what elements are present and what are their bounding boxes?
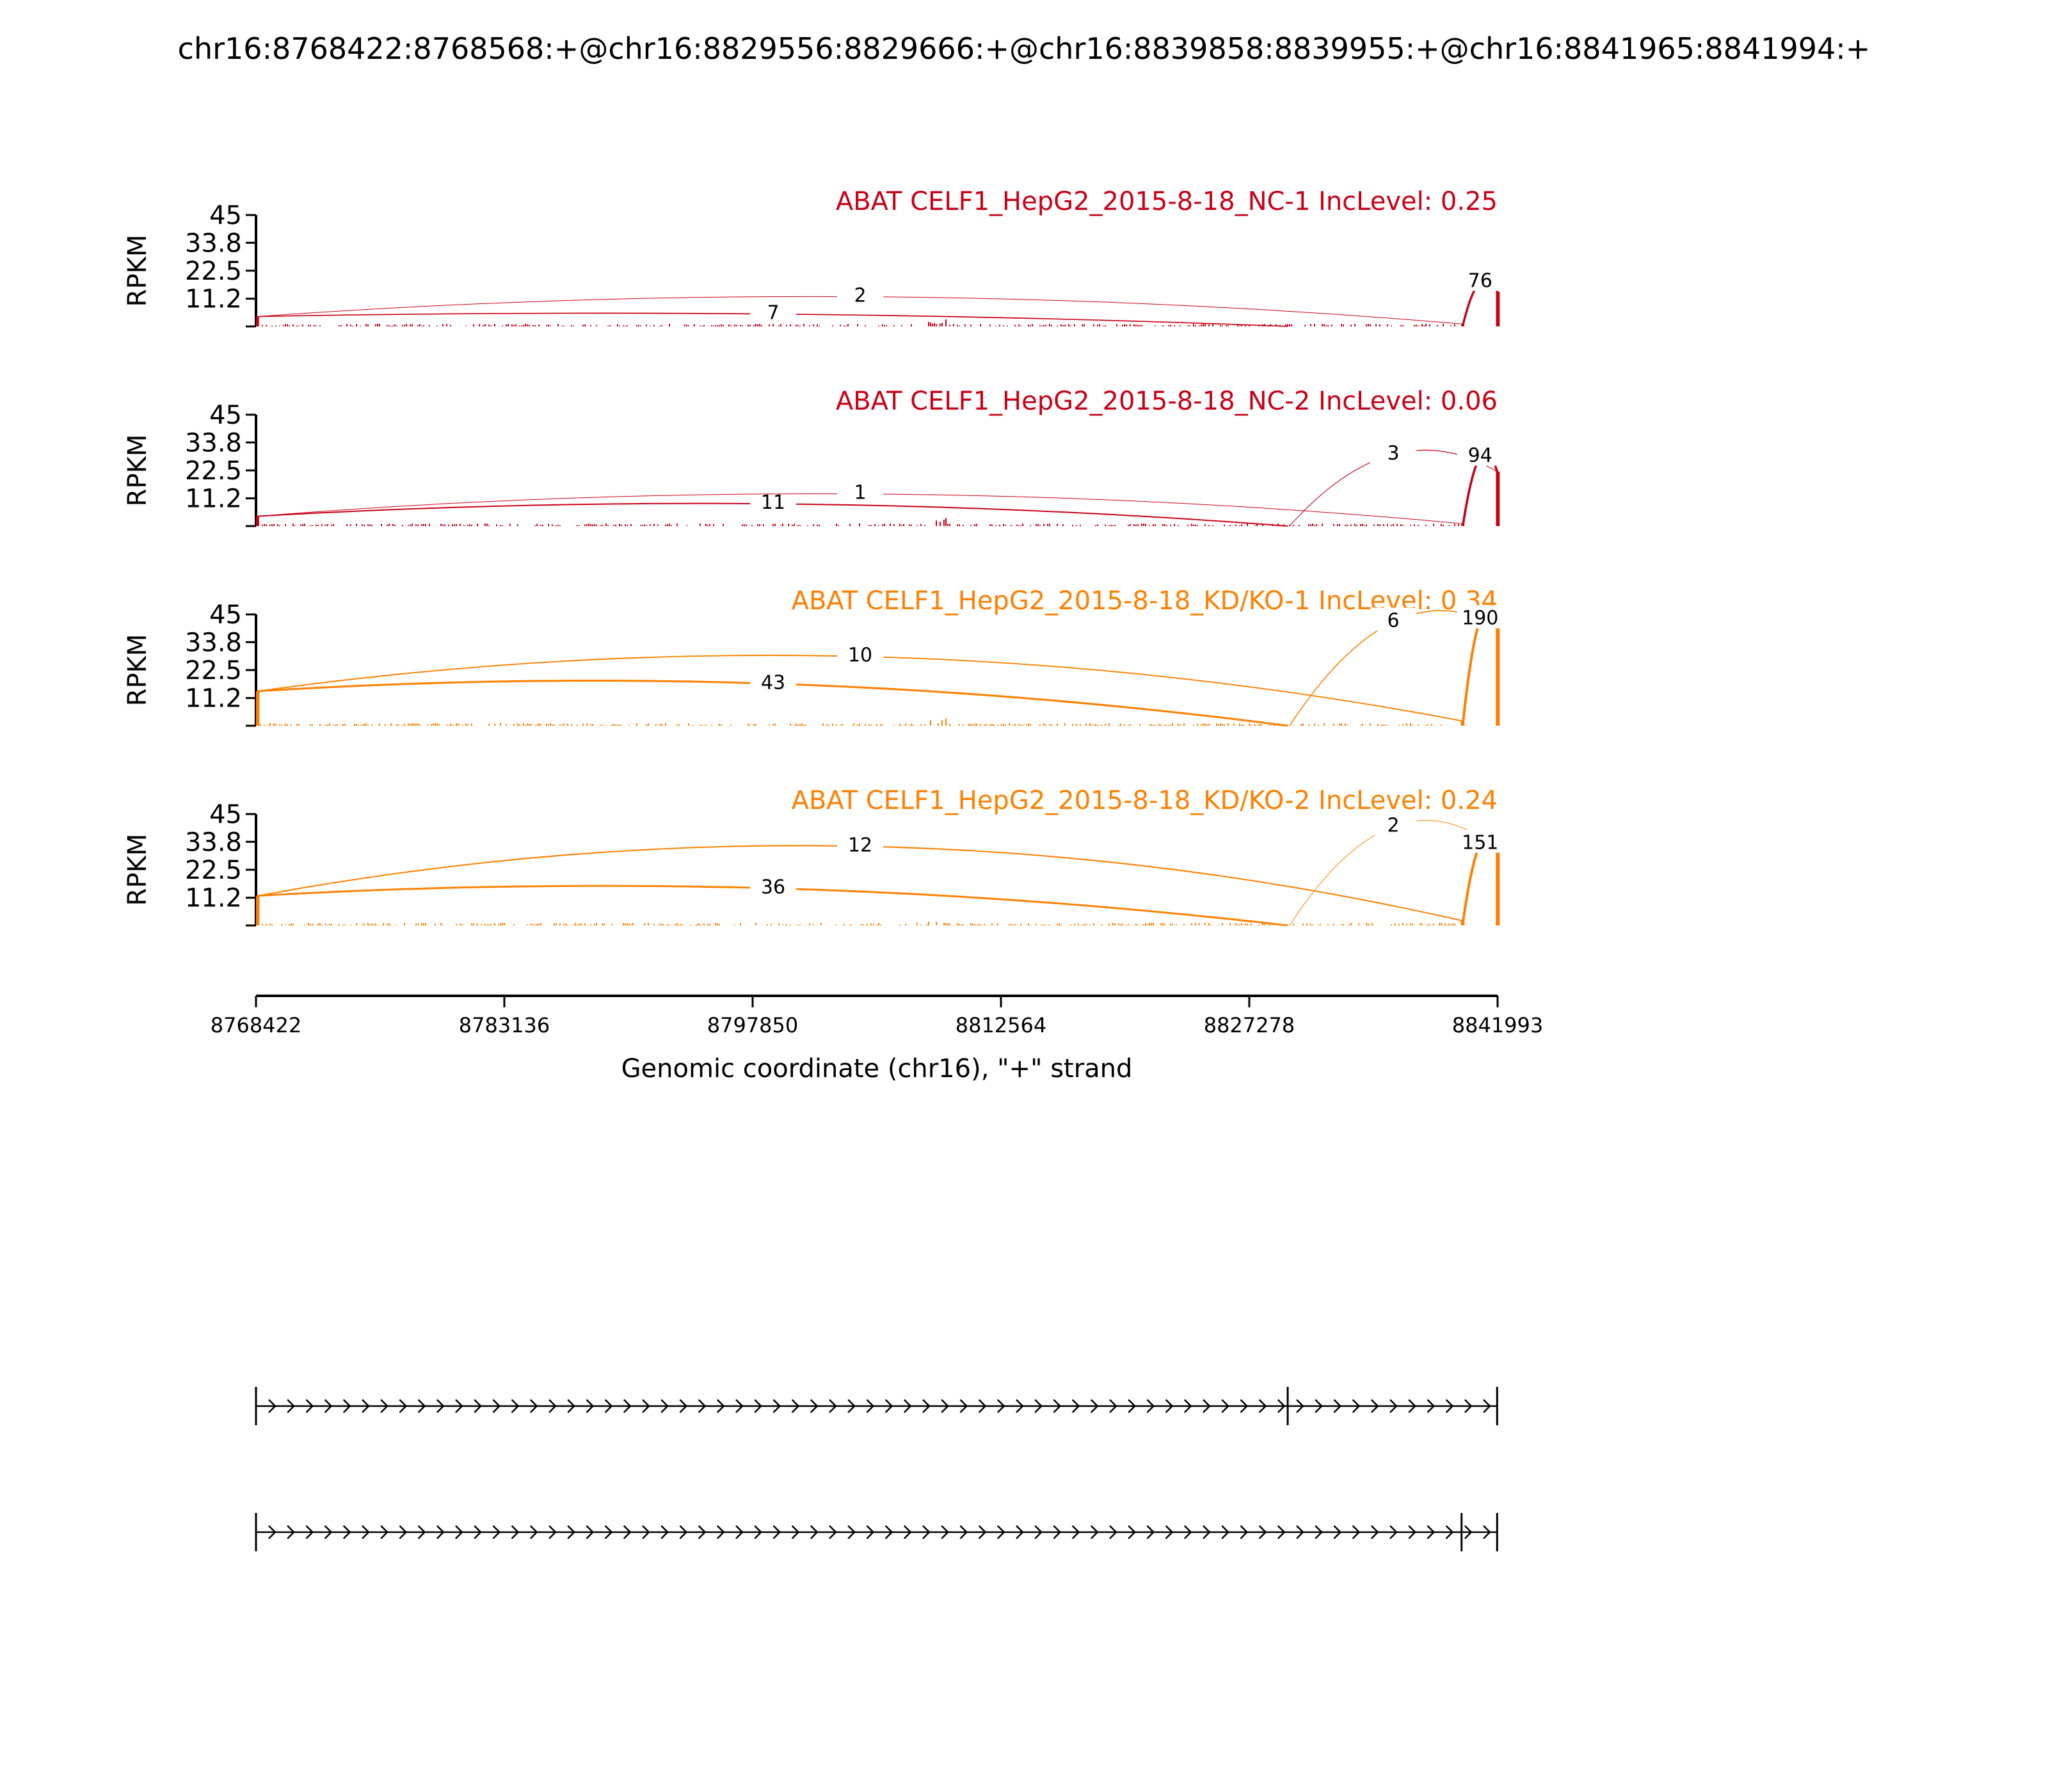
junction-count: 3 [1388, 442, 1400, 465]
isoform-2-track [255, 1513, 1498, 1551]
junction-count-bg [837, 479, 883, 503]
panel-label: ABAT CELF1_HepG2_2015-8-18_NC-2 IncLevel… [836, 387, 1498, 416]
y-tick-label: 33.8 [185, 628, 242, 657]
junction-count-bg [1457, 268, 1503, 291]
junction-count: 1 [854, 482, 866, 504]
junction-count-bg [1457, 605, 1503, 628]
junction-count-bg [1370, 440, 1417, 463]
exon-coverage [1497, 471, 1500, 526]
y-tick-label: 11.2 [185, 684, 242, 714]
y-axis-label: RPKM [123, 235, 152, 307]
junction-count: 190 [1462, 607, 1498, 630]
junction-arc [257, 845, 1462, 925]
junction-count-bg [1370, 812, 1417, 836]
x-tick-label: 8827278 [1204, 1013, 1295, 1037]
y-tick-label: 22.5 [185, 656, 242, 685]
y-tick-label: 33.8 [185, 828, 242, 857]
exon-coverage [1497, 291, 1500, 326]
exon-coverage [256, 516, 259, 526]
junction-count: 151 [1462, 831, 1498, 854]
junction-count-bg [837, 642, 883, 666]
y-axis-label: RPKM [123, 435, 152, 507]
y-tick-label: 22.5 [185, 257, 242, 286]
y-tick-label: 45 [209, 600, 242, 630]
y-tick-label: 11.2 [185, 484, 242, 514]
y-tick-label: 22.5 [185, 456, 242, 486]
panel-label: ABAT CELF1_HepG2_2015-8-18_NC-1 IncLevel… [836, 187, 1498, 216]
junction-count: 12 [848, 834, 872, 856]
coverage-reads [262, 319, 1455, 326]
junction-count-bg [1370, 607, 1417, 631]
strand-arrows [268, 1525, 1491, 1539]
y-axis-label: RPKM [123, 634, 152, 707]
coverage-reads [262, 922, 1455, 925]
y-tick-label: 11.2 [185, 884, 242, 913]
y-tick-label: 33.8 [185, 228, 242, 258]
junction-count-bg [750, 300, 796, 323]
junction-count: 10 [848, 644, 872, 667]
y-tick-label: 45 [209, 201, 242, 230]
x-tick-label: 8812564 [956, 1013, 1047, 1037]
panel-label: ABAT CELF1_HepG2_2015-8-18_KD/KO-2 IncLe… [792, 786, 1498, 815]
junction-count: 2 [1388, 814, 1400, 836]
y-axis-label: RPKM [123, 834, 152, 906]
junction-count: 43 [761, 671, 785, 694]
isoform-tracks [255, 1387, 1498, 1551]
junction-count: 7 [767, 302, 779, 324]
junction-count-bg [750, 669, 796, 693]
y-tick-label: 33.8 [185, 428, 242, 458]
junction-count: 2 [854, 285, 866, 307]
y-tick-label: 45 [209, 401, 242, 430]
isoform-1-track [255, 1387, 1498, 1425]
exon-coverage [256, 691, 259, 726]
junction-count: 36 [761, 876, 785, 899]
x-axis: 8768422 8783136 8797850 8812564 8827278 88419… [211, 995, 1544, 1037]
x-tick-label: 8768422 [211, 1013, 302, 1037]
junction-count-bg [1457, 829, 1503, 853]
junction-count-bg [837, 832, 883, 856]
junction-count: 11 [761, 492, 785, 514]
exon-coverage [256, 895, 259, 925]
junction-count-bg [750, 874, 796, 897]
x-tick-label: 8797850 [707, 1013, 799, 1037]
x-tick-label: 8783136 [459, 1013, 550, 1037]
x-axis-label: Genomic coordinate (chr16), "+" strand [621, 1054, 1133, 1084]
junction-count: 6 [1388, 610, 1400, 632]
y-tick-label: 45 [209, 800, 242, 829]
exon-coverage [256, 316, 259, 326]
junction-count: 94 [1468, 445, 1492, 467]
junction-count-bg [837, 282, 883, 306]
junction-count-bg [1457, 442, 1503, 466]
strand-arrows [268, 1399, 1491, 1413]
y-tick-label: 11.2 [185, 285, 242, 314]
y-tick-label: 22.5 [185, 856, 242, 885]
chart-title: chr16:8768422:8768568:+@chr16:8829556:88… [178, 31, 1871, 66]
junction-count: 76 [1468, 269, 1492, 292]
x-tick-label: 8841993 [1452, 1013, 1544, 1037]
